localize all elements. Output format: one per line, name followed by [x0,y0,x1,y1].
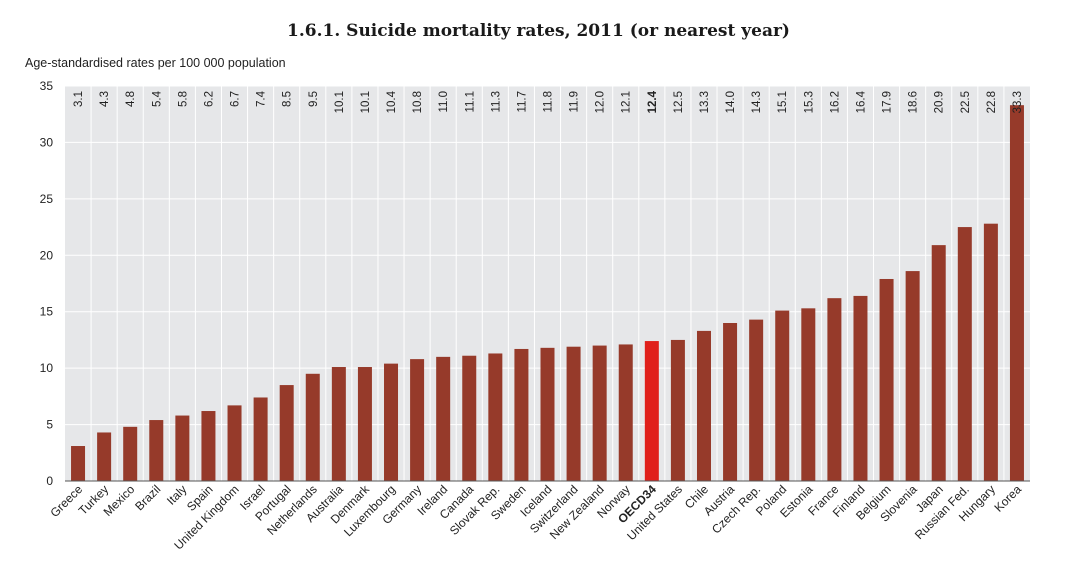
bar[interactable] [540,347,555,481]
value-label: 16.4 [855,90,867,113]
value-label: 10.8 [412,91,424,113]
bar[interactable] [827,298,842,481]
y-tick-label: 10 [40,361,54,375]
value-label: 12.0 [595,91,607,113]
value-label: 20.9 [934,91,946,113]
bar[interactable] [514,348,529,481]
bar[interactable] [983,223,998,481]
bar[interactable] [175,415,190,481]
value-label: 5.4 [151,90,163,107]
bar[interactable] [201,411,216,481]
value-label: 22.5 [960,91,972,113]
bar[interactable] [1009,105,1024,481]
value-label: 11.1 [464,91,476,113]
bar[interactable] [644,341,659,481]
y-tick-label: 0 [46,474,53,488]
y-tick-label: 25 [40,192,54,206]
value-label: 14.0 [725,91,737,113]
value-label: 6.7 [230,91,242,107]
value-label: 5.8 [177,91,189,107]
value-label: 13.3 [699,91,711,113]
value-label: 16.2 [829,91,841,113]
bar[interactable] [331,367,346,481]
bar[interactable] [749,319,764,481]
value-label: 12.5 [673,91,685,113]
category-label: Korea [992,482,1025,515]
y-tick-label: 20 [40,248,54,262]
bar[interactable] [305,373,320,481]
bar[interactable] [618,344,633,481]
bar[interactable] [592,345,607,481]
y-axis-label: Age-standardised rates per 100 000 popul… [25,56,286,70]
bar[interactable] [123,426,138,481]
y-tick-label: 30 [40,135,54,149]
bar[interactable] [931,245,946,481]
bar[interactable] [670,339,685,481]
bar[interactable] [384,363,399,481]
value-label: 15.3 [803,91,815,113]
value-label: 11.8 [543,91,555,113]
bar[interactable] [696,330,711,481]
bar[interactable] [957,227,972,481]
value-label: 12.4 [647,90,659,113]
bar[interactable] [357,367,372,481]
bar[interactable] [410,359,425,481]
value-label: 10.1 [360,91,372,113]
value-label: 4.8 [125,91,137,107]
y-tick-label: 35 [40,79,54,93]
bar[interactable] [462,355,477,481]
value-label: 11.0 [438,91,450,113]
bar[interactable] [97,432,112,481]
value-label: 17.9 [882,91,894,113]
value-label: 18.6 [908,91,920,113]
value-label: 9.5 [308,91,320,107]
bar[interactable] [566,346,581,481]
bar[interactable] [853,295,868,481]
category-label: Brazil [132,482,163,513]
bar[interactable] [723,323,738,481]
value-label: 15.1 [777,91,789,113]
bar[interactable] [879,278,894,481]
y-tick-label: 15 [40,305,54,319]
value-label: 7.4 [256,90,268,107]
value-label: 8.5 [282,91,294,107]
value-label: 4.3 [99,91,111,107]
chart-title: 1.6.1. Suicide mortality rates, 2011 (or… [287,21,790,41]
value-label: 6.2 [203,91,215,107]
value-label: 14.3 [751,91,763,113]
bar[interactable] [488,353,503,481]
value-label: 10.4 [386,90,398,113]
bar[interactable] [775,310,790,481]
bar[interactable] [905,271,920,481]
bar[interactable] [801,308,816,481]
bar[interactable] [279,385,294,481]
bar[interactable] [436,356,451,481]
bar[interactable] [227,405,242,481]
value-label: 10.1 [334,91,346,113]
value-label: 11.9 [569,91,581,113]
bar[interactable] [71,446,86,481]
value-label: 11.3 [490,91,502,113]
value-label: 33.3 [1012,91,1024,113]
value-label: 11.7 [516,91,528,113]
category-label: Greece [47,482,85,520]
bar[interactable] [253,397,268,481]
value-label: 22.8 [986,91,998,113]
bar[interactable] [149,420,164,481]
value-label: 12.1 [621,91,633,113]
value-label: 3.1 [73,91,85,107]
y-tick-label: 5 [46,418,53,432]
